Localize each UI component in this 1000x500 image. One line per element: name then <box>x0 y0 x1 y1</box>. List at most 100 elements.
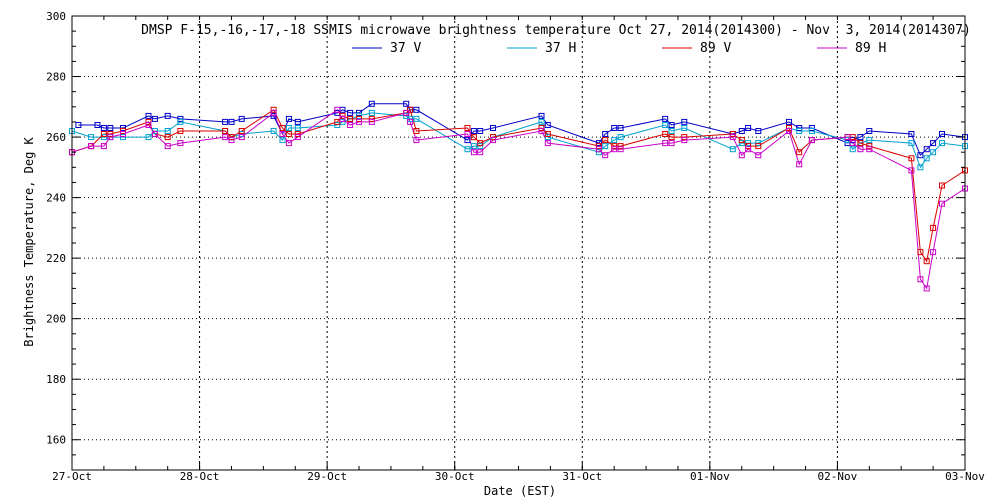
data-point-89-h <box>145 122 152 128</box>
data-point-89-h <box>356 118 362 125</box>
data-point-89-h <box>177 140 184 147</box>
data-point-37-h <box>368 109 375 116</box>
data-point-89-v <box>729 131 736 137</box>
data-point-89-v <box>279 125 286 131</box>
data-point-37-v <box>930 140 937 147</box>
data-point-89-h <box>755 152 762 159</box>
data-point-89-h <box>279 131 286 137</box>
data-point-37-h <box>908 140 915 147</box>
data-point-89-v <box>917 249 924 256</box>
data-point-37-h <box>120 134 126 141</box>
data-point-37-v <box>917 152 924 159</box>
data-point-37-v <box>681 118 688 125</box>
y-tick-label: 260 <box>46 131 66 144</box>
data-point-37-h <box>849 146 856 153</box>
data-point-89-v <box>866 143 873 150</box>
data-point-89-h <box>849 140 856 147</box>
data-point-89-h <box>866 146 873 153</box>
data-point-89-h <box>285 140 292 147</box>
data-point-37-h <box>617 134 624 141</box>
data-point-89-h <box>120 131 126 137</box>
data-point-37-v <box>238 115 245 122</box>
data-point-37-h <box>177 118 184 125</box>
x-tick-label: 30-Oct <box>435 470 475 483</box>
data-point-37-v <box>738 128 745 134</box>
data-point-37-h <box>294 125 301 131</box>
data-point-37-h <box>279 137 286 144</box>
data-point-89-h <box>222 134 229 141</box>
data-point-89-v <box>595 143 602 150</box>
data-point-89-h <box>796 161 803 168</box>
data-point-89-v <box>738 137 745 144</box>
data-point-89-v <box>294 131 301 137</box>
y-tick-label: 200 <box>46 313 66 326</box>
data-point-37-v <box>347 109 354 116</box>
data-point-89-h <box>490 137 496 144</box>
series-line-89-v <box>71 108 966 263</box>
data-point-89-h <box>477 149 484 156</box>
data-point-37-h <box>470 143 477 150</box>
data-point-89-h <box>538 128 545 134</box>
y-tick-label: 300 <box>46 10 66 23</box>
data-point-89-v <box>755 143 762 150</box>
plot-frame <box>71 15 966 471</box>
data-point-37-v <box>786 118 792 125</box>
data-point-89-v <box>617 143 624 150</box>
data-point-89-h <box>164 143 171 150</box>
data-point-37-h <box>464 146 471 153</box>
data-point-89-v <box>668 134 675 141</box>
y-tick-label: 220 <box>46 252 66 265</box>
data-point-89-v <box>908 155 915 162</box>
data-point-37-v <box>228 118 235 125</box>
legend-label-37-v: 37 V <box>390 41 421 56</box>
data-point-89-h <box>100 143 107 150</box>
data-point-89-h <box>88 143 95 150</box>
data-point-37-h <box>285 125 292 131</box>
data-point-37-h <box>668 128 675 134</box>
data-point-89-h <box>368 118 375 125</box>
data-point-37-h <box>917 164 924 171</box>
data-point-37-h <box>88 134 95 141</box>
data-point-89-v <box>100 131 107 137</box>
data-point-89-h <box>611 146 618 153</box>
data-point-89-v <box>745 143 752 150</box>
data-point-89-h <box>347 122 354 128</box>
data-point-37-v <box>544 122 551 128</box>
x-tick-label: 03-Nov <box>945 470 985 483</box>
data-point-37-v <box>145 112 152 119</box>
y-tick-label: 160 <box>46 434 66 447</box>
x-tick-label: 01-Nov <box>690 470 730 483</box>
data-point-89-h <box>294 134 301 141</box>
data-point-89-v <box>347 115 354 122</box>
data-point-89-v <box>796 149 803 156</box>
data-point-37-v <box>107 125 114 131</box>
x-tick-label: 31-Oct <box>562 470 602 483</box>
data-point-89-h <box>339 115 346 122</box>
data-point-89-v <box>939 182 945 189</box>
data-point-37-v <box>755 128 762 134</box>
data-point-89-h <box>595 146 602 153</box>
data-point-37-h <box>939 140 945 147</box>
data-point-89-h <box>786 128 792 134</box>
data-point-89-v <box>177 128 184 134</box>
data-point-89-v <box>107 131 114 137</box>
data-point-37-v <box>151 115 158 122</box>
data-point-89-h <box>681 137 688 144</box>
data-point-89-h <box>738 152 745 159</box>
axes <box>71 15 966 471</box>
data-point-89-v <box>164 134 171 141</box>
data-point-37-v <box>413 106 420 113</box>
data-point-89-h <box>403 109 410 116</box>
data-point-37-v <box>866 128 873 134</box>
data-point-89-h <box>729 134 736 141</box>
tick-labels: 160 180 200 220 240 260 280 300 27-Oct 28-Oct 29-O… <box>46 10 985 483</box>
series-lines <box>71 103 966 290</box>
data-point-89-h <box>745 146 752 153</box>
data-point-89-v <box>611 143 618 150</box>
data-point-89-v <box>662 131 669 137</box>
data-point-37-v <box>857 134 864 141</box>
data-point-37-v <box>464 137 471 144</box>
data-point-37-v <box>662 115 669 122</box>
data-point-89-h <box>228 137 235 144</box>
data-point-89-h <box>668 140 675 147</box>
